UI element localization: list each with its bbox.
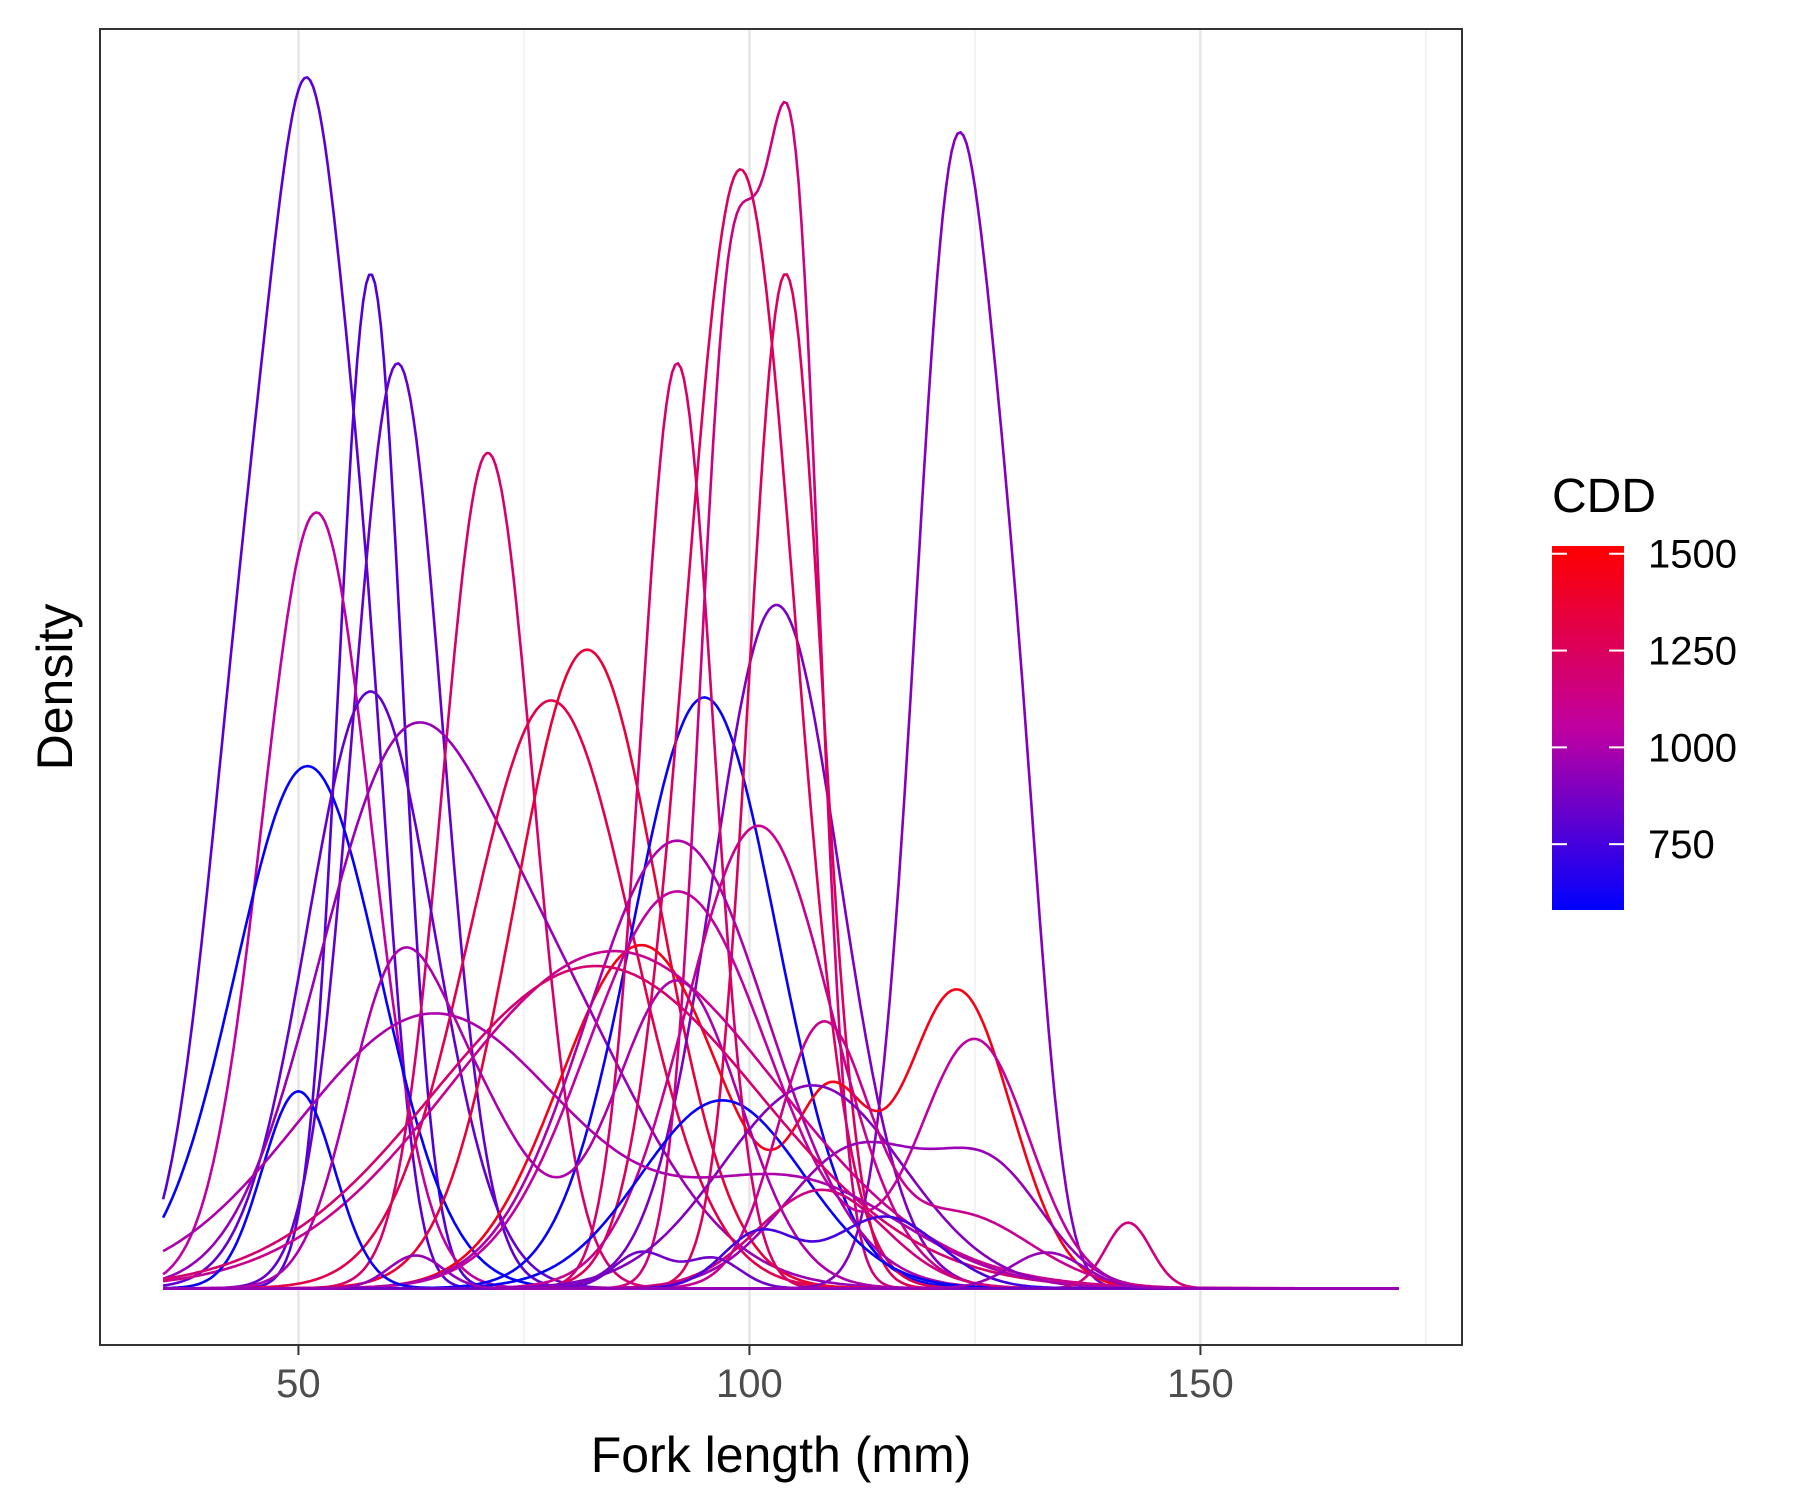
x-tick-label: 50: [276, 1362, 321, 1406]
legend-tick-label: 1250: [1648, 630, 1737, 674]
density-curves: [161, 76, 1399, 1290]
legend-tick-label: 1500: [1648, 533, 1737, 577]
x-tick-label: 150: [1167, 1362, 1234, 1406]
plot-background: [100, 29, 1462, 1345]
legend-colorbar: [1552, 546, 1624, 910]
x-axis-title: Fork length (mm): [591, 1427, 972, 1483]
plot-panel-border: [99, 28, 1463, 1346]
y-axis-title: Density: [27, 604, 83, 771]
density-curve: [163, 1251, 1399, 1290]
legend-ticks: 750 1000 1250 1500: [1552, 533, 1737, 867]
x-tick-label: 100: [716, 1362, 783, 1406]
legend-tick-label: 750: [1648, 823, 1715, 867]
legend-tick-label: 1000: [1648, 726, 1737, 770]
x-axis: 50 100 150: [276, 1345, 1234, 1406]
legend-title: CDD: [1552, 470, 1656, 523]
legend: CDD 750 1000 1250 1500: [1552, 470, 1737, 910]
